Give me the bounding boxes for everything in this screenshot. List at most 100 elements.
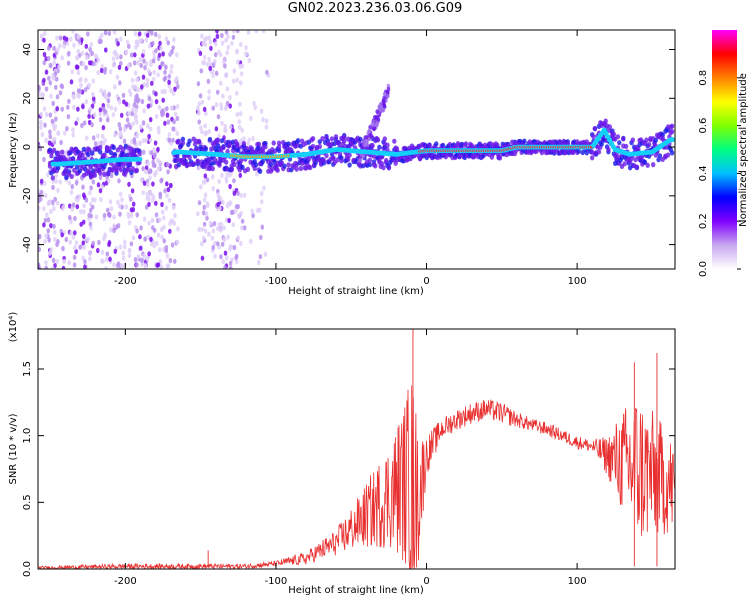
noise-blob [143,65,147,71]
noise-blob [46,172,50,178]
ridge-blob [56,165,61,171]
noise-blob [107,30,112,36]
noise-blob [218,196,223,202]
ridge-blob [346,156,351,162]
streak-blob [385,89,390,95]
noise-blob [234,259,239,265]
noise-blob [105,251,110,257]
noise-blob [83,264,87,269]
noise-blob [155,240,159,246]
noise-blob [211,186,215,192]
ridge-blob [615,134,621,140]
noise-blob [213,52,218,58]
noise-blob [145,256,150,262]
ridge-blob [98,149,103,155]
noise-blob [239,41,243,48]
noise-blob [167,197,172,203]
noise-blob [204,35,209,42]
noise-blob [205,201,210,207]
noise-blob [84,135,89,141]
noise-blob [38,262,41,268]
noise-blob [197,110,201,116]
noise-blob [53,236,57,243]
noise-blob [164,244,169,251]
noise-blob [147,201,151,207]
noise-blob [51,137,55,143]
noise-blob [80,122,84,129]
noise-blob [68,239,72,245]
noise-blob [201,235,206,241]
noise-blob [234,90,239,96]
noise-blob [84,65,88,71]
noise-blob [222,236,227,243]
noise-blob [207,95,211,101]
noise-blob [44,137,48,143]
noise-blob [58,179,62,185]
ridge-blob [98,144,103,151]
noise-blob [125,117,130,123]
noise-blob [82,233,86,239]
noise-blob [228,265,233,269]
noise-blob [135,133,140,139]
noise-blob [67,50,71,57]
ridge-blob [622,161,627,167]
noise-blob [46,55,51,62]
noise-blob [66,104,70,110]
ridge-blob [377,144,382,150]
noise-blob [84,43,89,49]
noise-blob [90,204,95,210]
noise-blob [160,112,164,118]
noise-blob [127,220,132,226]
noise-blob [132,102,137,108]
ridge-blob [298,165,303,172]
noise-blob [124,204,129,210]
y-tick-label: -40 [22,236,33,252]
noise-blob [66,114,71,120]
noise-blob [39,120,43,126]
noise-blob [83,87,88,93]
ridge-blob [665,152,671,158]
noise-blob [131,201,136,207]
noise-blob [88,46,92,53]
noise-blob [171,90,176,96]
noise-blob [89,185,93,191]
noise-blob [55,200,60,206]
noise-blob [238,63,243,69]
noise-blob [145,195,150,201]
y-tick-label: 0.5 [22,494,33,510]
noise-blob [200,99,205,105]
snr-series [38,329,675,569]
noise-blob [237,124,242,130]
noise-blob [70,184,75,190]
streak-blob [364,141,368,147]
noise-blob [145,77,150,83]
noise-blob [212,221,217,227]
colorbar-gradient [712,30,737,269]
ridge-blob [317,139,322,145]
noise-blob [126,62,131,69]
noise-blob [223,265,227,269]
ridge-blob [112,152,118,158]
noise-blob [74,248,78,255]
noise-blob [176,226,180,232]
noise-blob [82,192,86,198]
noise-blob [135,228,139,234]
noise-blob [207,35,211,41]
colorbar: 0.0 0.2 0.4 0.6 0.8 Normalized spectral ampl… [698,30,749,277]
noise-blob [117,122,122,128]
noise-blob [163,120,167,126]
noise-blob [152,147,156,153]
noise-blob [71,234,76,240]
noise-blob [165,161,170,168]
noise-blob [233,208,238,214]
noise-blob [240,225,244,231]
noise-blob [163,88,167,95]
ridge-blob [249,146,255,152]
noise-blob [165,192,169,199]
noise-blob [87,60,92,66]
noise-blob [139,124,143,130]
noise-blob [249,115,253,121]
noise-blob [259,190,264,197]
noise-blob [48,133,52,140]
